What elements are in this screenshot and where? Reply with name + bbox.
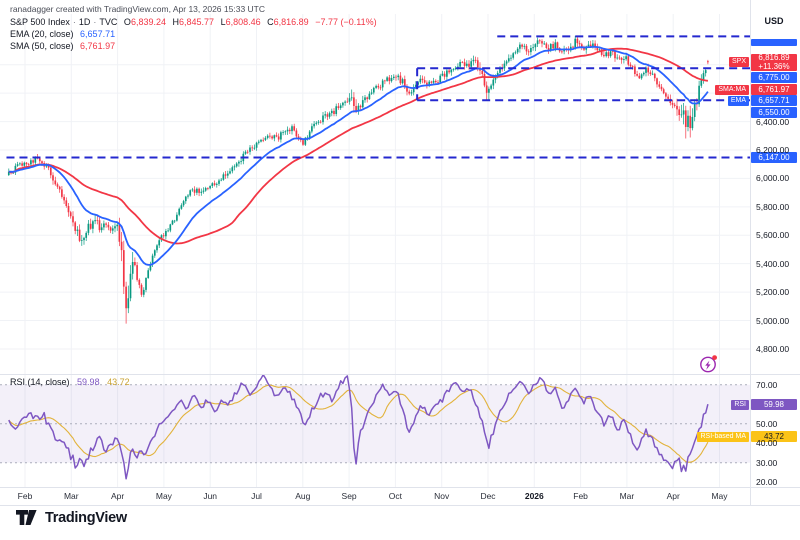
time-axis-label: Feb [17,491,33,501]
time-axis-label: Aug [295,491,311,501]
time-axis-label: Sep [341,491,357,501]
rsi-axis-tick: 20.00 [756,477,778,488]
sma-value: 6,761.97 [80,41,116,51]
time-axis-label: Oct [388,491,403,501]
close-value: 6,816.89 [273,17,309,27]
sma-tag: SMA:MA [715,84,749,95]
currency-label: USD [764,16,784,26]
time-axis-label: Jun [203,491,218,501]
rsi-line [8,374,709,480]
price-axis-border [750,0,751,505]
rsi-axis-tick: 40.00 [756,438,778,449]
time-axis-border [0,487,800,488]
candle-wicks-down [10,37,709,324]
legend-sma-row[interactable]: SMA (50, close) 6,761.97 [10,40,377,52]
ema-tag: EMA [727,96,749,106]
low-letter: L [220,17,226,27]
time-axis-label: Apr [110,491,125,501]
chart-bottom-border [0,505,800,506]
rsi-ma-tag: RSI-based MA [697,431,749,442]
close-letter: C [267,17,274,27]
sma-label: SMA (50, close) [10,41,74,51]
candle-wicks-up [8,35,707,314]
exchange-label: TVC [99,17,118,27]
spx-tag: SPX [728,57,749,67]
level-badge-clipped [751,39,797,46]
rsi-value: 59.98 [77,377,100,387]
tradingview-logo-icon [16,510,37,525]
rsi-tag: RSI [731,399,749,410]
level-badge-6550: 6,550.00 [751,106,797,118]
time-axis-label: May [155,491,172,501]
price-axis-tick: 6,200.00 [756,145,790,155]
ema-value: 6,657.71 [80,29,116,39]
separator-dot: · [93,17,97,27]
watermark-text: ranadagger created with TradingView.com,… [10,4,265,14]
high-letter: H [172,17,180,27]
time-axis-label: Jul [251,491,262,501]
price-axis-tick: 6,400.00 [756,116,790,127]
high-value: 6,845.77 [179,17,215,27]
time-axis-label: Apr [666,491,680,501]
sma-50-line [8,47,709,245]
price-axis-tick: 6,000.00 [756,173,790,184]
candle-bodies-down [10,38,709,309]
candle-bodies-up [7,38,707,309]
rsi-axis-tick: 70.00 [756,379,778,390]
level-badge-6147: 6,147.00 [751,152,797,163]
legend: S&P 500 Index · 1D · TVC O6,839.24 H6,845.77… [10,16,377,52]
level-badge-6775: 6,775.00 [751,72,797,83]
low-value: 6,808.46 [225,17,261,27]
pane-divider[interactable] [0,374,800,375]
legend-ema-row[interactable]: EMA (20, close) 6,657.71 [10,28,377,40]
time-axis-label: May [711,491,728,501]
time-axis-label: 2026 [524,491,544,501]
price-axis-tick: 4,800.00 [756,343,790,354]
symbol-title: S&P 500 Index [10,17,70,27]
time-axis-label: Dec [480,491,496,501]
price-axis-tick: 5,200.00 [756,287,790,298]
tradingview-logo[interactable]: TradingView [16,509,127,526]
open-letter: O [123,17,131,27]
time-axis-label: Mar [619,491,635,501]
change-value: −7.77 (−0.11%) [315,17,377,27]
instant-trading-button[interactable] [696,352,720,376]
time-axis-label: Nov [434,491,450,501]
ema-value-badge: 6,657.71 [751,95,797,106]
sma-value-badge: 6,761.97 [751,83,797,95]
rsi-ma-value-badge: 43.72 [751,430,797,442]
price-axis-tick: 5,400.00 [756,258,790,269]
ema-label: EMA (20, close) [10,29,74,39]
time-axis-label: Mar [63,491,79,501]
separator-dot: · [72,17,76,27]
rsi-legend-row[interactable]: RSI (14, close) 59.98 43.72 [10,377,130,387]
spx-last-price: 6,816.89 [758,53,790,62]
rsi-axis-tick: 50.00 [756,418,778,429]
rsi-label: RSI (14, close) [10,377,70,387]
ema-20-line [8,45,709,266]
time-axis-label: Feb [573,491,588,501]
rsi-value-badge: 59.98 [751,398,797,410]
price-axis-tick: 5,800.00 [756,201,790,212]
open-value: 6,839.24 [130,17,166,27]
rsi-axis-tick: 30.00 [756,457,778,468]
tradingview-logo-text: TradingView [45,509,127,526]
price-axis-tick: 5,600.00 [756,230,790,241]
spx-change-pct: +11.36% [758,61,790,71]
legend-symbol-row[interactable]: S&P 500 Index · 1D · TVC O6,839.24 H6,845.77… [10,16,377,28]
price-axis-tick: 5,000.00 [756,315,790,326]
lightning-bolt-icon [700,355,717,373]
interval-label: 1D [78,17,91,27]
spx-price-badge: 6,816.89 +11.36% [751,53,797,71]
rsi-ma-value: 43.72 [107,377,130,387]
